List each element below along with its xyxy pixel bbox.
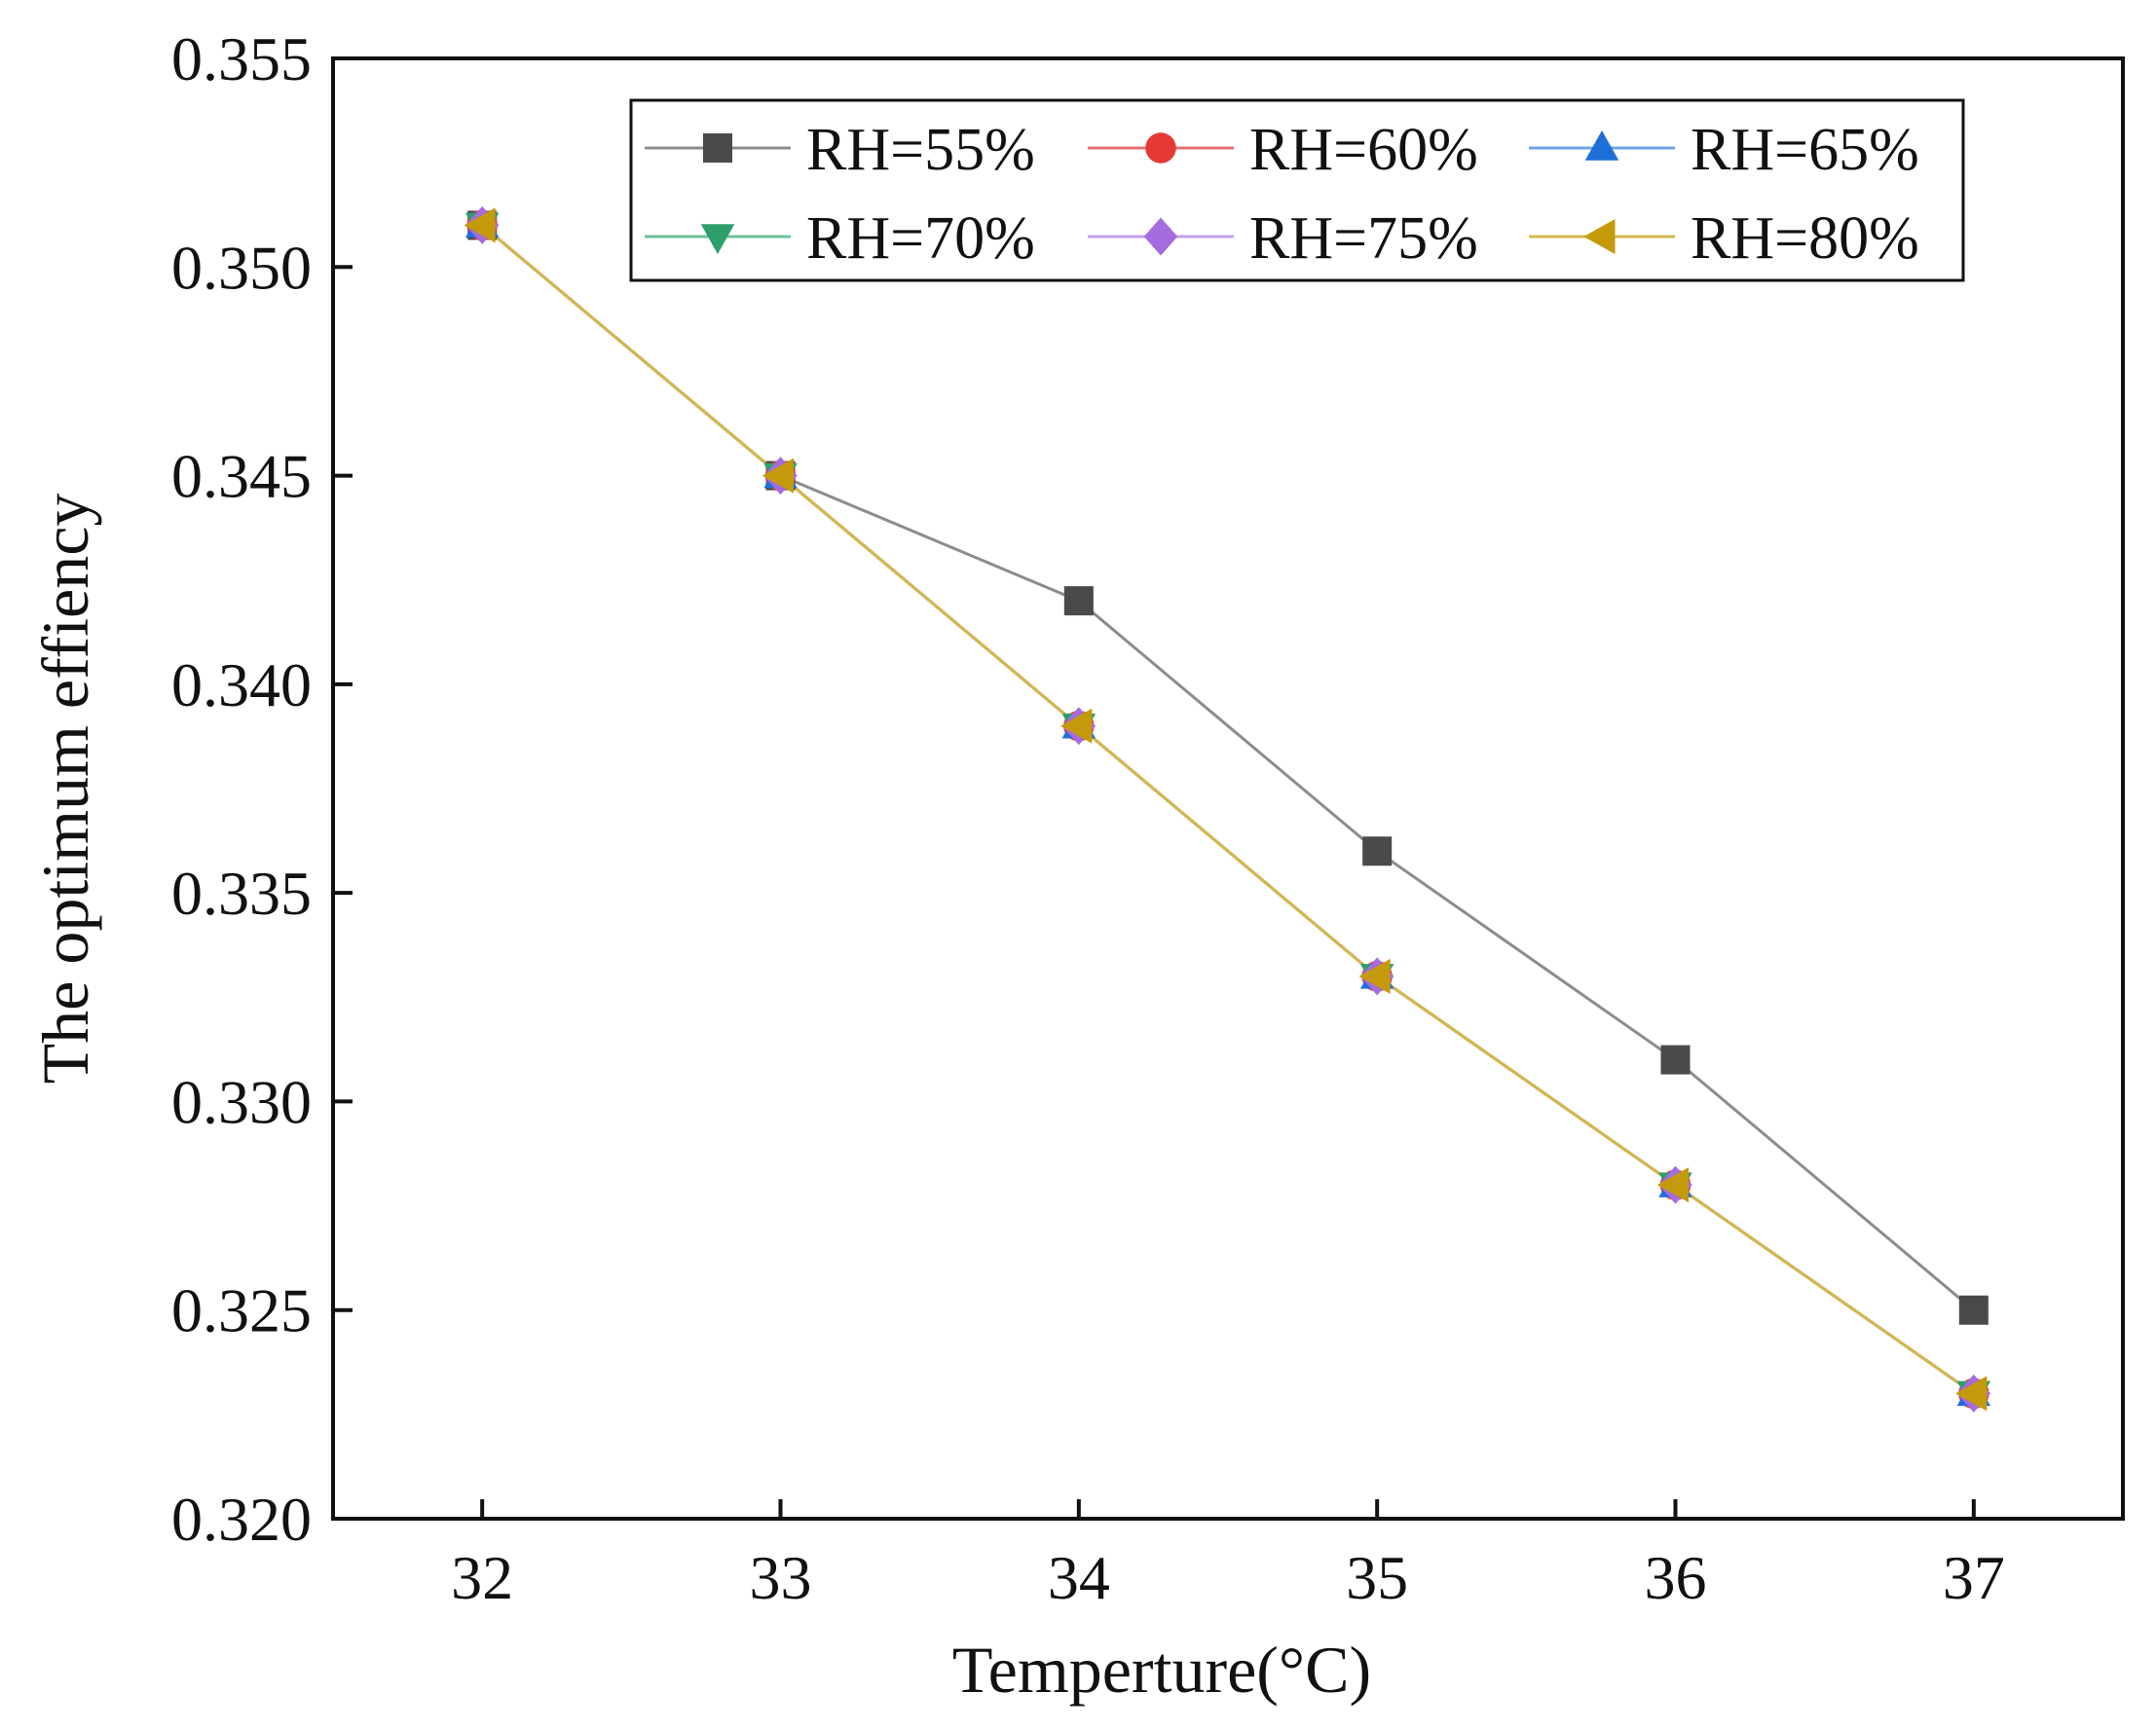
y-axis: 0.320 0.325 0.330 0.335 0.340 0.345 0.350 0.355 xyxy=(171,24,353,1554)
legend: RH=55% RH=60% RH=65% RH=70% RH=75% RH=80% xyxy=(629,98,1965,282)
legend-label: RH=80% xyxy=(1691,205,1919,272)
series-line xyxy=(481,224,1975,1395)
x-tick-label: 34 xyxy=(1048,1543,1110,1612)
legend-label: RH=75% xyxy=(1249,205,1478,272)
legend-marker xyxy=(703,133,732,163)
legend-label: RH=65% xyxy=(1691,117,1919,183)
legend-label: RH=55% xyxy=(806,117,1035,183)
y-tick-label: 0.355 xyxy=(171,24,312,93)
data-point xyxy=(1955,1376,1988,1412)
x-tick-label: 35 xyxy=(1346,1543,1408,1612)
x-tick-label: 37 xyxy=(1943,1543,2005,1612)
data-point xyxy=(1656,1167,1689,1203)
legend-box xyxy=(629,98,1965,282)
x-axis: 32 33 34 35 36 37 xyxy=(451,1499,2005,1612)
data-point xyxy=(1958,1295,1989,1325)
plot-frame xyxy=(331,56,2125,1521)
x-tick-label: 36 xyxy=(1645,1543,1707,1612)
y-tick-label: 0.335 xyxy=(171,859,312,928)
y-tick-label: 0.325 xyxy=(171,1276,312,1345)
legend-marker xyxy=(1143,217,1178,256)
data-point xyxy=(1358,958,1391,994)
data-point xyxy=(762,458,794,494)
data-point xyxy=(464,207,496,243)
legend-label: RH=70% xyxy=(806,205,1035,272)
series-line xyxy=(481,224,1975,1395)
series-line xyxy=(481,224,1975,1395)
series-markers xyxy=(464,205,1991,1413)
legend-label: RH=60% xyxy=(1249,117,1478,183)
data-point xyxy=(1362,836,1393,866)
y-tick-label: 0.330 xyxy=(171,1067,312,1136)
y-tick-label: 0.340 xyxy=(171,650,312,719)
legend-marker xyxy=(1145,132,1176,164)
series-line xyxy=(481,224,1975,1311)
x-axis-title: Temperture(°C) xyxy=(952,1633,1371,1707)
legend-marker xyxy=(1583,219,1616,254)
series-line xyxy=(481,224,1975,1395)
legend-marker xyxy=(700,224,735,254)
data-point xyxy=(1060,708,1093,744)
y-axis-title: The optimum effiency xyxy=(28,494,102,1085)
data-point xyxy=(1660,1045,1691,1075)
series-line xyxy=(481,224,1975,1395)
y-tick-label: 0.345 xyxy=(171,442,312,511)
x-tick-label: 33 xyxy=(750,1543,812,1612)
data-point xyxy=(1063,586,1094,616)
y-tick-label: 0.320 xyxy=(171,1485,312,1554)
series-lines xyxy=(481,224,1975,1395)
legend-marker xyxy=(1584,130,1619,161)
y-tick-label: 0.350 xyxy=(171,233,312,302)
x-tick-label: 32 xyxy=(451,1543,513,1612)
